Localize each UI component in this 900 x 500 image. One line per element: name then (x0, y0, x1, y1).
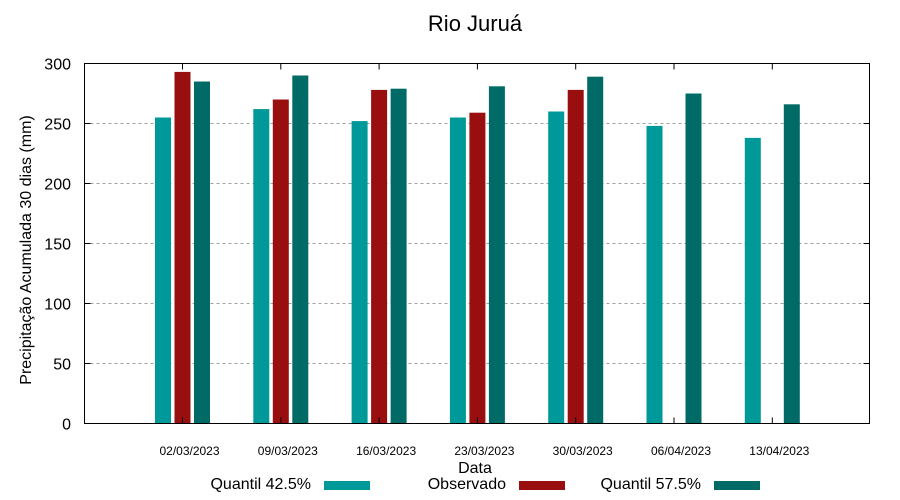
bar-0 (351, 121, 368, 424)
bar-1 (371, 89, 388, 424)
bar-0 (253, 109, 270, 424)
y-tick-label: 100 (44, 297, 71, 314)
bar-1 (174, 71, 191, 424)
bar-2 (390, 88, 407, 424)
x-tick-label: 02/03/2023 (159, 444, 219, 458)
bar-1 (567, 89, 584, 424)
x-tick-label: 09/03/2023 (258, 444, 318, 458)
y-tick-label: 0 (62, 417, 71, 434)
bar-2 (685, 93, 702, 424)
x-tick-label: 16/03/2023 (356, 444, 416, 458)
bars (155, 71, 800, 424)
bar-0 (548, 111, 565, 424)
bar-0 (449, 117, 466, 424)
legend-label: Quantil 57.5% (600, 476, 701, 493)
bar-1 (272, 99, 289, 424)
bar-2 (194, 81, 210, 424)
legend-swatch (714, 481, 760, 490)
y-axis-ticks: 0 50 100 150 200 250 300 (44, 57, 870, 434)
y-tick-label: 300 (44, 57, 71, 74)
y-axis-label: Precipitação Acumulada 30 dias (mm) (18, 115, 35, 384)
x-tick-label: 23/03/2023 (454, 444, 514, 458)
y-tick-label: 200 (44, 177, 71, 194)
x-tick-label: 06/04/2023 (651, 444, 711, 458)
bar-0 (155, 117, 171, 424)
legend-label: Observado (428, 476, 506, 493)
legend-label: Quantil 42.5% (210, 476, 311, 493)
bar-2 (783, 104, 800, 424)
x-axis-label: Data (458, 460, 492, 477)
chart-title: Rio Juruá (428, 11, 523, 36)
bar-1 (469, 112, 486, 424)
x-tick-label: 13/04/2023 (749, 444, 809, 458)
x-tick-label: 30/03/2023 (553, 444, 613, 458)
legend-swatch (324, 481, 370, 490)
legend-swatch (519, 481, 565, 490)
bar-2 (292, 75, 309, 424)
y-tick-label: 250 (44, 117, 71, 134)
bar-2 (587, 76, 604, 424)
x-axis-ticks: 02/03/2023 09/03/2023 16/03/2023 23/03/2023… (159, 63, 810, 458)
bar-0 (646, 125, 663, 424)
legend: Quantil 42.5% Observado Quantil 57.5% (210, 476, 760, 493)
y-tick-label: 50 (53, 357, 71, 374)
bar-2 (488, 86, 505, 424)
y-tick-label: 150 (44, 237, 71, 254)
bar-0 (744, 137, 761, 424)
